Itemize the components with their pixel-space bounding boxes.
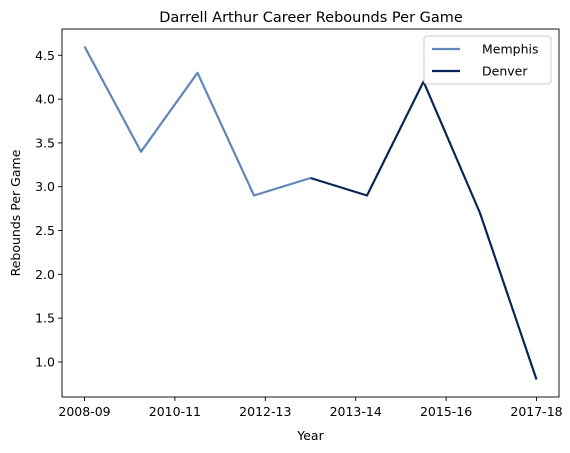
y-tick-label: 4.0 bbox=[35, 92, 55, 107]
x-tick-label: 2008-09 bbox=[58, 404, 110, 419]
series-line-memphis bbox=[83, 45, 311, 197]
series-line-denver bbox=[310, 80, 538, 380]
plot-area bbox=[61, 28, 560, 398]
y-tick-label: 3.0 bbox=[35, 179, 55, 194]
x-tick-label: 2017-18 bbox=[510, 404, 562, 419]
y-tick-label: 1.5 bbox=[35, 311, 55, 326]
legend-label-memphis: Memphis bbox=[482, 42, 539, 57]
chart-title: Darrell Arthur Career Rebounds Per Game bbox=[159, 10, 463, 26]
y-axis: 1.0 1.5 2.0 2.5 3.0 3.5 4.0 4.5 bbox=[35, 48, 62, 369]
y-axis-label: Rebounds Per Game bbox=[8, 149, 23, 276]
legend-label-denver: Denver bbox=[482, 64, 528, 79]
x-tick-label: 2015-16 bbox=[420, 404, 472, 419]
legend: Memphis Denver bbox=[423, 35, 552, 85]
y-tick-label: 2.0 bbox=[35, 267, 55, 282]
x-axis: 2008-09 2010-11 2012-13 2013-14 2015-16 2017-… bbox=[58, 397, 563, 419]
x-tick-label: 2010-11 bbox=[149, 404, 201, 419]
series-lines bbox=[83, 45, 538, 380]
x-axis-label: Year bbox=[296, 428, 324, 443]
y-tick-label: 1.0 bbox=[35, 354, 55, 369]
y-tick-label: 4.5 bbox=[35, 48, 55, 63]
y-tick-label: 3.5 bbox=[35, 135, 55, 150]
x-tick-label: 2013-14 bbox=[330, 404, 382, 419]
y-tick-label: 2.5 bbox=[35, 223, 55, 238]
x-tick-label: 2012-13 bbox=[239, 404, 291, 419]
